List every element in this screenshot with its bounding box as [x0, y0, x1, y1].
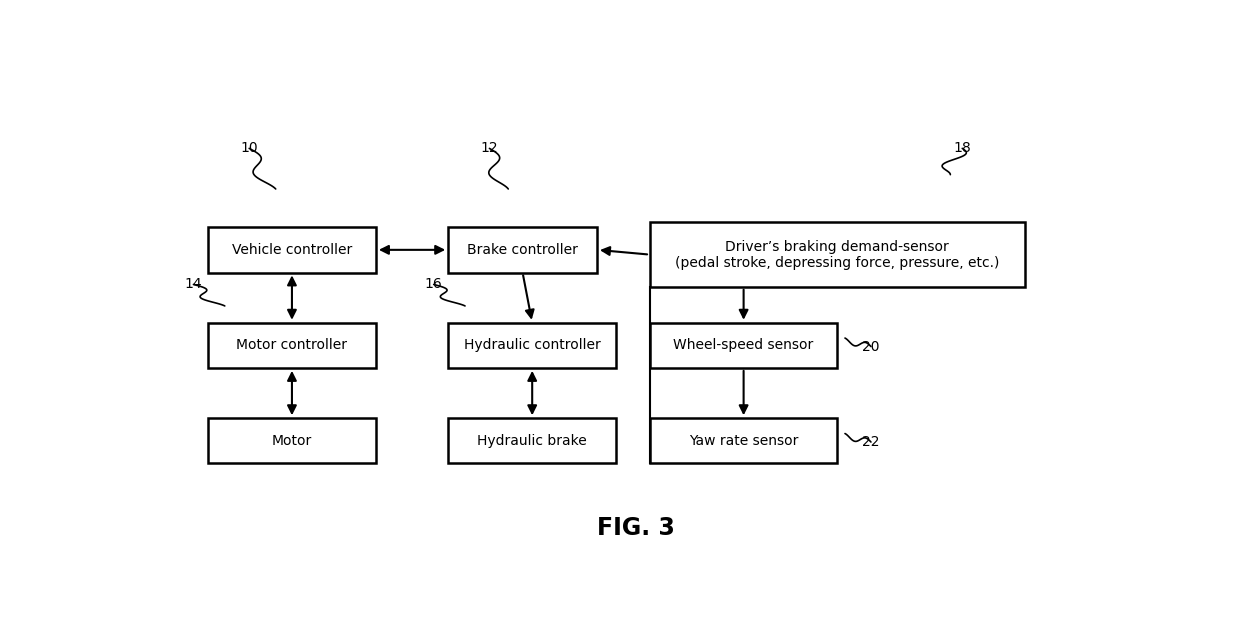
Text: 12: 12	[481, 141, 498, 156]
Text: 22: 22	[862, 435, 879, 449]
FancyBboxPatch shape	[448, 418, 616, 464]
Text: 10: 10	[241, 141, 258, 156]
Text: Motor: Motor	[272, 434, 312, 448]
Text: Vehicle controller: Vehicle controller	[232, 243, 352, 257]
FancyBboxPatch shape	[650, 418, 837, 464]
Text: Motor controller: Motor controller	[237, 339, 347, 352]
FancyBboxPatch shape	[650, 322, 837, 368]
FancyBboxPatch shape	[208, 227, 376, 273]
Text: Hydraulic brake: Hydraulic brake	[477, 434, 587, 448]
Text: Driver’s braking demand-sensor
(pedal stroke, depressing force, pressure, etc.): Driver’s braking demand-sensor (pedal st…	[675, 239, 999, 270]
FancyBboxPatch shape	[208, 322, 376, 368]
Text: Yaw rate sensor: Yaw rate sensor	[689, 434, 799, 448]
Text: 20: 20	[862, 340, 879, 353]
Text: 14: 14	[185, 278, 202, 291]
Text: 16: 16	[425, 278, 443, 291]
FancyBboxPatch shape	[650, 223, 1024, 287]
FancyBboxPatch shape	[208, 418, 376, 464]
Text: Brake controller: Brake controller	[467, 243, 578, 257]
Text: FIG. 3: FIG. 3	[596, 516, 675, 540]
FancyBboxPatch shape	[448, 227, 596, 273]
Text: Hydraulic controller: Hydraulic controller	[464, 339, 600, 352]
Text: 18: 18	[954, 141, 971, 156]
FancyBboxPatch shape	[448, 322, 616, 368]
Text: Wheel-speed sensor: Wheel-speed sensor	[673, 339, 813, 352]
